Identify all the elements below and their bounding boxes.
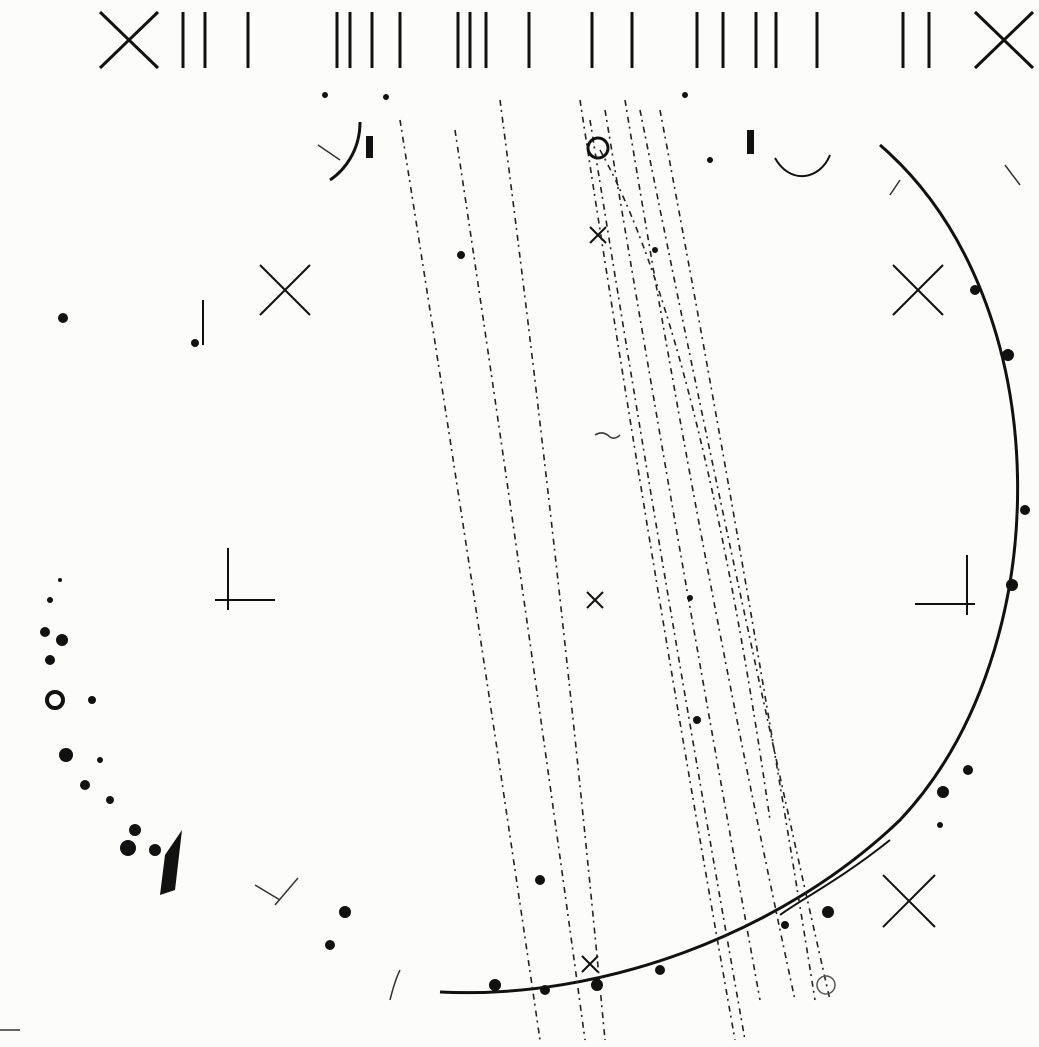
background (0, 0, 1039, 1047)
page (0, 0, 1039, 1047)
bubble-chamber-photo (0, 0, 1039, 1047)
